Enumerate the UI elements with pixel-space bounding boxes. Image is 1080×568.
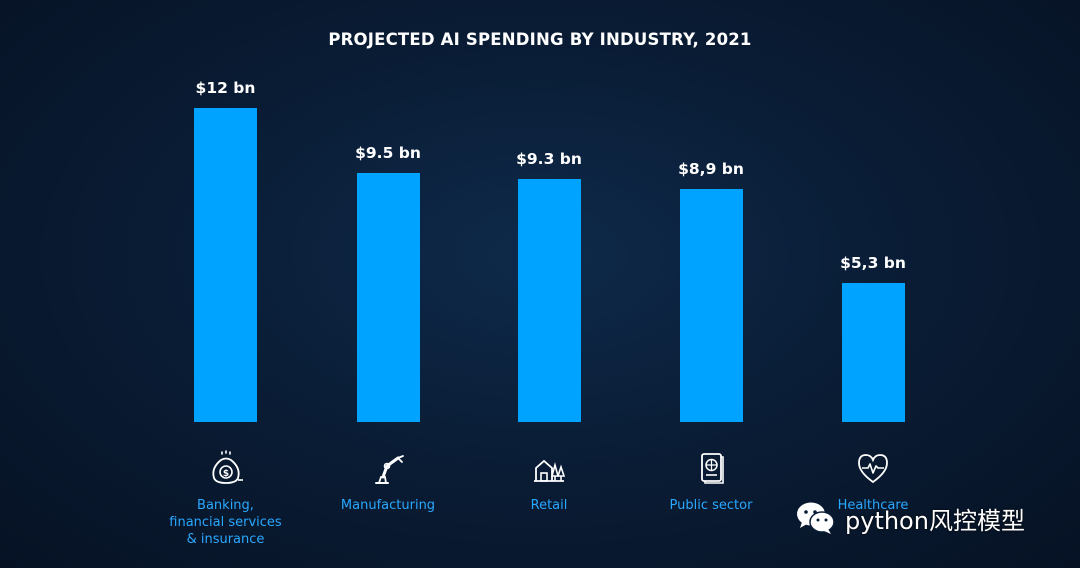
bar-healthcare xyxy=(841,283,905,422)
category-label-banking: Banking, financial services & insurance xyxy=(169,498,282,547)
bar-manufacturing xyxy=(356,173,420,422)
passport-icon xyxy=(701,453,724,484)
money-bag-icon: $ xyxy=(211,450,243,484)
chart-title: PROJECTED AI SPENDING BY INDUSTRY, 2021 xyxy=(328,30,752,49)
category-label-retail: Retail xyxy=(530,498,568,513)
heartbeat-icon xyxy=(858,454,888,484)
wechat-icon xyxy=(797,502,835,534)
robot-arm-icon xyxy=(375,455,404,484)
category-label-public-sector: Public sector xyxy=(669,498,753,513)
data-label-manufacturing: $9.5 bn xyxy=(355,144,421,163)
bar-retail xyxy=(517,178,581,422)
data-label-retail: $9.3 bn xyxy=(516,149,582,168)
store-icon xyxy=(534,459,566,482)
svg-text:$: $ xyxy=(222,469,228,479)
data-label-public-sector: $8,9 bn xyxy=(678,160,744,179)
watermark: python风控模型 xyxy=(795,498,1025,538)
bar-banking xyxy=(194,108,257,422)
category-label-manufacturing: Manufacturing xyxy=(340,498,436,513)
watermark-text: python风控模型 xyxy=(845,506,1025,535)
bar-public-sector xyxy=(679,189,743,422)
data-label-banking: $12 bn xyxy=(195,79,256,97)
category-label-healthcare: Healthcare xyxy=(837,498,909,513)
data-label-healthcare: $5,3 bn xyxy=(840,254,906,273)
